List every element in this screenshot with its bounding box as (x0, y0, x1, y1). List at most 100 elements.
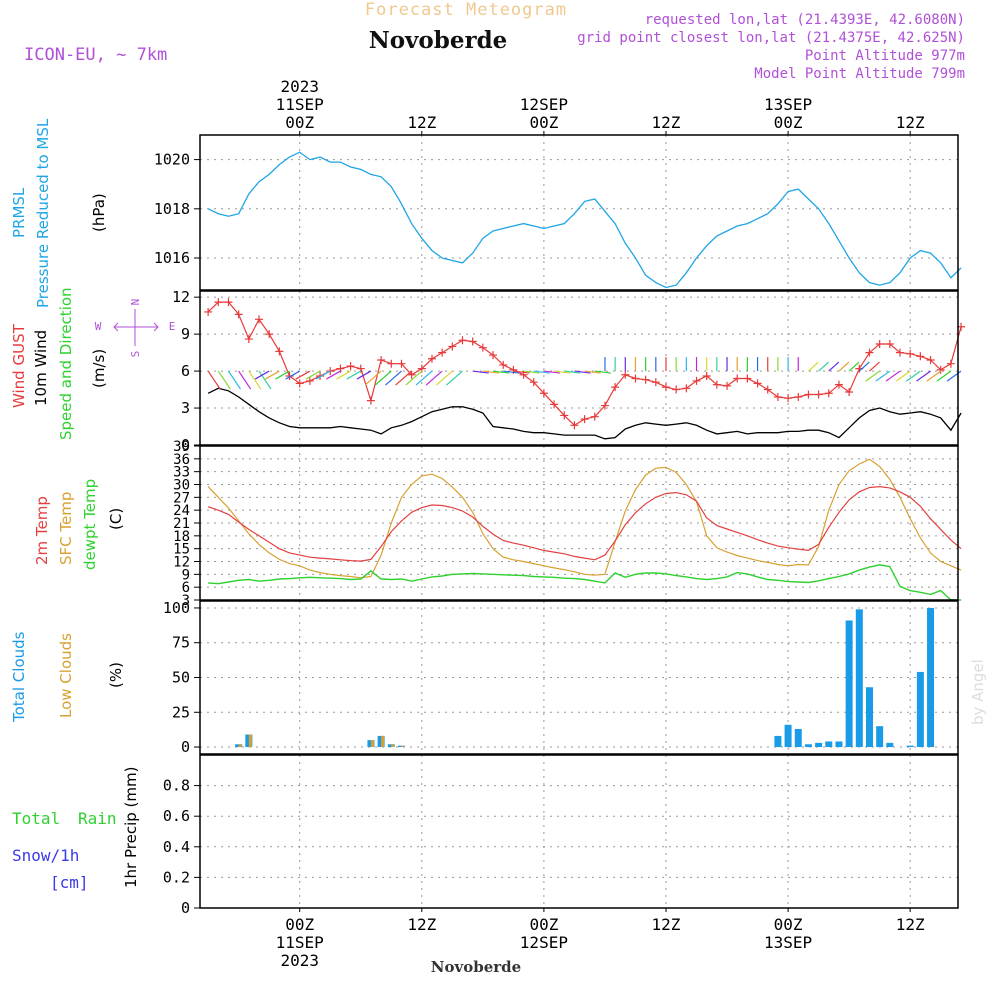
wind-arrow (564, 370, 581, 374)
temp-2m-label: 2m Temp (33, 496, 51, 565)
gust-marker (672, 385, 681, 394)
wind-arrow (305, 370, 321, 380)
gust-marker (275, 347, 284, 356)
time-label-top: 12Z (896, 113, 925, 132)
time-label-bottom: 00Z (774, 915, 803, 934)
gust-marker (885, 339, 894, 348)
gust-marker (611, 383, 620, 392)
wind-arrow (275, 370, 290, 380)
gust-marker (834, 380, 843, 389)
time-label-top: 00Z (529, 113, 558, 132)
temp-tick-label: 9 (182, 567, 190, 583)
pressure-tick-label: 1020 (154, 151, 190, 169)
temp-tick-label: 12 (173, 555, 190, 571)
temp-tick-label: 21 (173, 516, 190, 532)
temp-unit: (C) (107, 508, 125, 530)
total-cloud-bar (774, 735, 782, 748)
prmsl-unit: (hPa) (90, 193, 108, 232)
cloud-tick-label: 0 (181, 738, 190, 756)
temp-tick-label: 36 (173, 452, 190, 468)
gust-marker (377, 355, 386, 364)
temp-tick-label: 39 (173, 439, 190, 455)
year-label-top: 2023 (280, 77, 319, 96)
gust-marker (824, 389, 833, 398)
requested-coords: requested lon,lat (21.4393E, 42.6080N) (645, 12, 965, 28)
wind-arrow (207, 370, 221, 390)
total-cloud-bar (876, 726, 884, 748)
wind-arrow (217, 370, 231, 390)
time-label-bottom: 12Z (652, 915, 681, 934)
precip-cm-label: [cm] (50, 873, 89, 892)
gust-marker (539, 389, 548, 398)
credit-watermark: by Angel (969, 659, 987, 725)
gust-marker (407, 370, 416, 379)
wind-arrow (285, 370, 301, 380)
gust-marker (234, 310, 243, 319)
precip-rain-label: Rain (78, 809, 117, 828)
panel-frame (199, 134, 959, 291)
wind-arrow (295, 370, 311, 380)
prmsl-label-2: Pressure Reduced to MSL (34, 118, 52, 308)
wind-speed-dir-label: Speed and Direction (57, 287, 75, 440)
gust-marker (397, 359, 406, 368)
wind-arrow (916, 370, 931, 382)
precip-total-label: Total (12, 809, 60, 828)
gust-marker (305, 376, 314, 385)
time-label-top: 00Z (774, 113, 803, 132)
model-name: ICON-EU, ~ 7km (24, 45, 167, 65)
wind-arrow (227, 370, 241, 390)
total-cloud-bar (845, 620, 853, 748)
wind-arrow (895, 370, 911, 382)
point-altitude: Point Altitude 977m (805, 48, 965, 64)
wind-arrow (258, 370, 272, 390)
wind-arrow (533, 370, 550, 374)
gust-marker (702, 372, 711, 381)
low-cloud-bar (401, 745, 405, 748)
gust-marker (753, 379, 762, 388)
pressure-line (207, 151, 962, 289)
total-cloud-bar (916, 671, 924, 748)
wind-arrow (415, 370, 433, 386)
sfc-temp-line (207, 458, 962, 579)
gust-marker (926, 355, 935, 364)
time-label-top: 12Z (652, 113, 681, 132)
time-label-bottom: 12Z (896, 915, 925, 934)
cloud-labels: Total Clouds Low Clouds (%) (10, 631, 125, 723)
gust-marker (651, 378, 660, 387)
gust-marker (499, 360, 508, 369)
total-cloud-bar (825, 741, 833, 748)
gust-marker (621, 370, 630, 379)
gust-marker (346, 362, 355, 371)
date-label-top: 12SEP (520, 95, 568, 114)
wind-tick-label: 6 (181, 362, 190, 380)
gust-marker (529, 378, 538, 387)
wind-arrow (869, 361, 880, 372)
gust-marker (550, 400, 559, 409)
wind-arrow (553, 370, 571, 374)
wind-arrow (248, 370, 262, 390)
wind-arrow (594, 370, 611, 374)
low-cloud-bar (238, 744, 242, 748)
gust-marker (906, 349, 915, 358)
wind-arrow (405, 370, 423, 386)
date-label-bottom: 11SEP (276, 933, 324, 952)
precip-tick-label: 0.6 (163, 807, 190, 825)
cloud-tick-label: 100 (163, 599, 190, 617)
wind-arrow (395, 370, 413, 386)
cloud-tick-label: 50 (172, 669, 190, 687)
wind-arrow (435, 370, 453, 386)
precip-axis-label: 1hr Precip (mm) (122, 767, 140, 888)
gust-marker (265, 330, 274, 339)
time-label-top: 12Z (407, 113, 436, 132)
compass-n: N (129, 299, 142, 306)
cloud-total-label: Total Clouds (10, 631, 28, 723)
wind-arrow (238, 370, 252, 390)
compass-s: S (129, 351, 142, 358)
date-label-bottom: 13SEP (764, 933, 812, 952)
gust-marker (468, 337, 477, 346)
wind-tick-label: 9 (181, 325, 190, 343)
precip-tick-label: 0.8 (163, 777, 190, 795)
gust-marker (448, 342, 457, 351)
wind-arrow (828, 361, 840, 372)
gust-marker (723, 381, 732, 390)
